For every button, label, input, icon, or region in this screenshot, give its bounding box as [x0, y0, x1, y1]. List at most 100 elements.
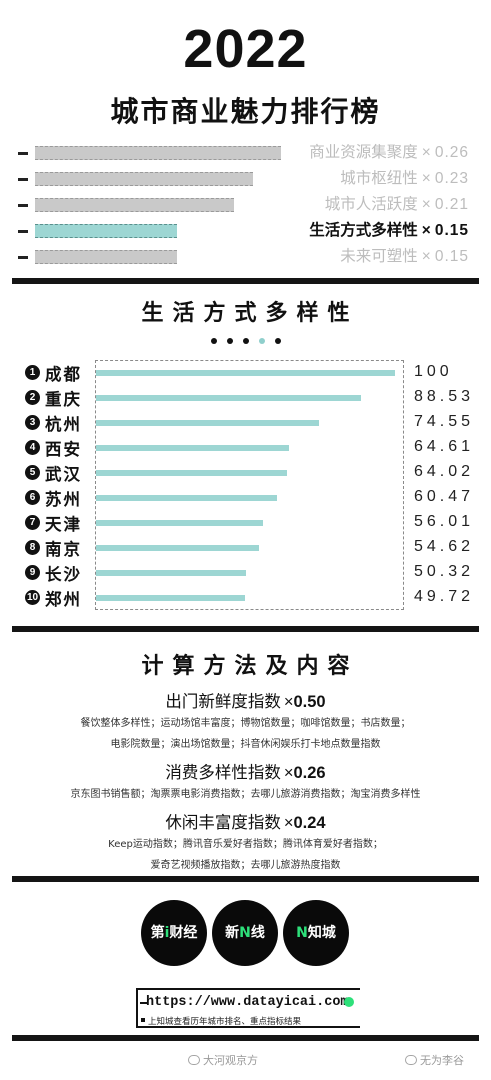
method-description: 爱奇艺视频播放指数；去哪儿旅游热度指数: [150, 860, 341, 871]
method-description: 电影院数量；演出场馆数量；抖音休闲娱乐打卡地点数量指数: [110, 739, 381, 750]
method-description: 餐饮整体多样性；运动场馆丰富度；博物馆数量；咖啡馆数量；书店数量；: [80, 718, 411, 729]
section-title-lifestyle: 生活方式多样性: [141, 301, 359, 326]
page-dot: [226, 337, 233, 344]
value-label: 88.53: [414, 388, 475, 405]
footer-url[interactable]: https://www.datayicai.com: [146, 995, 349, 1010]
brand-logo: N知城: [283, 900, 349, 966]
year-title: 2022: [183, 19, 308, 79]
rank-badge: 8: [25, 540, 40, 555]
city-label: 苏州: [45, 490, 82, 509]
page-dot: [274, 337, 281, 344]
rank-badge: 4: [25, 440, 40, 455]
method-title: 出门新鲜度指数 ×0.50: [0, 688, 491, 712]
page-dot: [242, 337, 249, 344]
weight-value: 0.15: [434, 248, 469, 265]
weight-label: 商业资源集聚度 × 0.26: [309, 140, 469, 162]
watermark-left: 大河观京方: [188, 1052, 258, 1068]
weight-value: 0.15: [434, 222, 469, 239]
value-bar: [96, 595, 245, 601]
value-bar: [96, 445, 289, 451]
weight-row: 商业资源集聚度 × 0.26: [0, 140, 491, 166]
weight-label: 未来可塑性 × 0.15: [340, 244, 469, 266]
weight-bar: [35, 224, 177, 238]
logo-text: 新: [225, 925, 240, 941]
divider-middle: [12, 626, 479, 632]
rank-badge: 1: [25, 365, 40, 380]
method-mult: ×: [283, 693, 294, 711]
value-label: 60.47: [414, 488, 475, 505]
dash-mark: [18, 178, 28, 181]
weight-bar: [35, 172, 253, 186]
url-mark: [140, 1002, 147, 1004]
method-mult: ×: [283, 814, 294, 832]
value-bar: [96, 520, 263, 526]
method-weight: 0.50: [293, 693, 326, 711]
weibo-icon: [405, 1055, 417, 1065]
page-title: 城市商业魅力排行榜: [110, 95, 381, 128]
logo-row: 第i财经 新N线 N知城: [0, 900, 491, 970]
method-name: 消费多样性指数: [165, 763, 281, 782]
plot-frame: [95, 360, 404, 610]
dash-mark: [18, 204, 28, 207]
weibo-icon: [188, 1055, 200, 1065]
ranking-row: 2 重庆 88.53: [0, 385, 491, 410]
ranking-row: 6 苏州 60.47: [0, 485, 491, 510]
method-description: Keep运动指数；腾讯音乐爱好者指数；腾讯体育爱好者指数；: [108, 839, 383, 850]
brand-logo: 第i财经: [141, 900, 207, 966]
ranking-row: 10 郑州 49.72: [0, 585, 491, 610]
weight-value: 0.26: [434, 144, 469, 161]
status-dot-icon: [344, 997, 354, 1007]
weight-name: 生活方式多样性: [309, 221, 418, 239]
dash-mark: [18, 230, 28, 233]
weight-mult: ×: [421, 222, 431, 239]
value-label: 54.62: [414, 538, 475, 555]
ranking-row: 7 天津 56.01: [0, 510, 491, 535]
page-dot: [258, 337, 265, 344]
city-label: 成都: [45, 365, 82, 384]
method-title: 休闲丰富度指数 ×0.24: [0, 809, 491, 833]
city-label: 武汉: [45, 465, 82, 484]
method-weight: 0.24: [293, 814, 326, 832]
value-bar: [96, 370, 395, 376]
weight-mult: ×: [421, 170, 431, 187]
value-label: 50.32: [414, 563, 475, 580]
logo-text: 线: [250, 925, 265, 941]
ranking-row: 3 杭州 74.55: [0, 410, 491, 435]
rank-badge: 5: [25, 465, 40, 480]
value-bar: [96, 495, 277, 501]
value-label: 56.01: [414, 513, 475, 530]
city-label: 杭州: [45, 415, 82, 434]
value-label: 100: [414, 363, 453, 380]
weight-label: 生活方式多样性 × 0.15: [309, 218, 469, 240]
method-name: 出门新鲜度指数: [165, 692, 281, 711]
logo-text: 财经: [169, 925, 198, 941]
ranking-chart: 1 成都 100 2 重庆 88.53 3 杭州 74.55 4 西安 64.61 5 武汉 64.02 6 苏…: [0, 360, 491, 610]
logo-text: 知城: [307, 925, 336, 941]
weight-value: 0.23: [434, 170, 469, 187]
logo-accent: i: [164, 925, 170, 941]
rank-badge: 2: [25, 390, 40, 405]
ranking-row: 9 长沙 50.32: [0, 560, 491, 585]
page-dots: [0, 330, 491, 344]
section-title-method: 计算方法及内容: [141, 654, 359, 679]
page-dot: [210, 337, 217, 344]
city-label: 长沙: [45, 565, 82, 584]
city-label: 西安: [45, 440, 82, 459]
divider-top: [12, 278, 479, 284]
weight-name: 城市人活跃度: [324, 195, 418, 213]
ranking-row: 8 南京 54.62: [0, 535, 491, 560]
value-bar: [96, 420, 319, 426]
city-label: 重庆: [45, 390, 82, 409]
value-bar: [96, 570, 246, 576]
footer-bar: [12, 1035, 479, 1041]
ranking-row: 5 武汉 64.02: [0, 460, 491, 485]
value-label: 49.72: [414, 588, 475, 605]
city-label: 天津: [45, 515, 82, 534]
watermark-right: 无为李谷: [405, 1052, 464, 1068]
weight-name: 商业资源集聚度: [309, 143, 418, 161]
weight-row: 城市枢纽性 × 0.23: [0, 166, 491, 192]
value-bar: [96, 545, 259, 551]
footer-note: 上知城查看历年城市排名、重点指标结果: [148, 1017, 302, 1027]
note-bullet-icon: [141, 1018, 145, 1022]
divider-logos: [12, 876, 479, 882]
